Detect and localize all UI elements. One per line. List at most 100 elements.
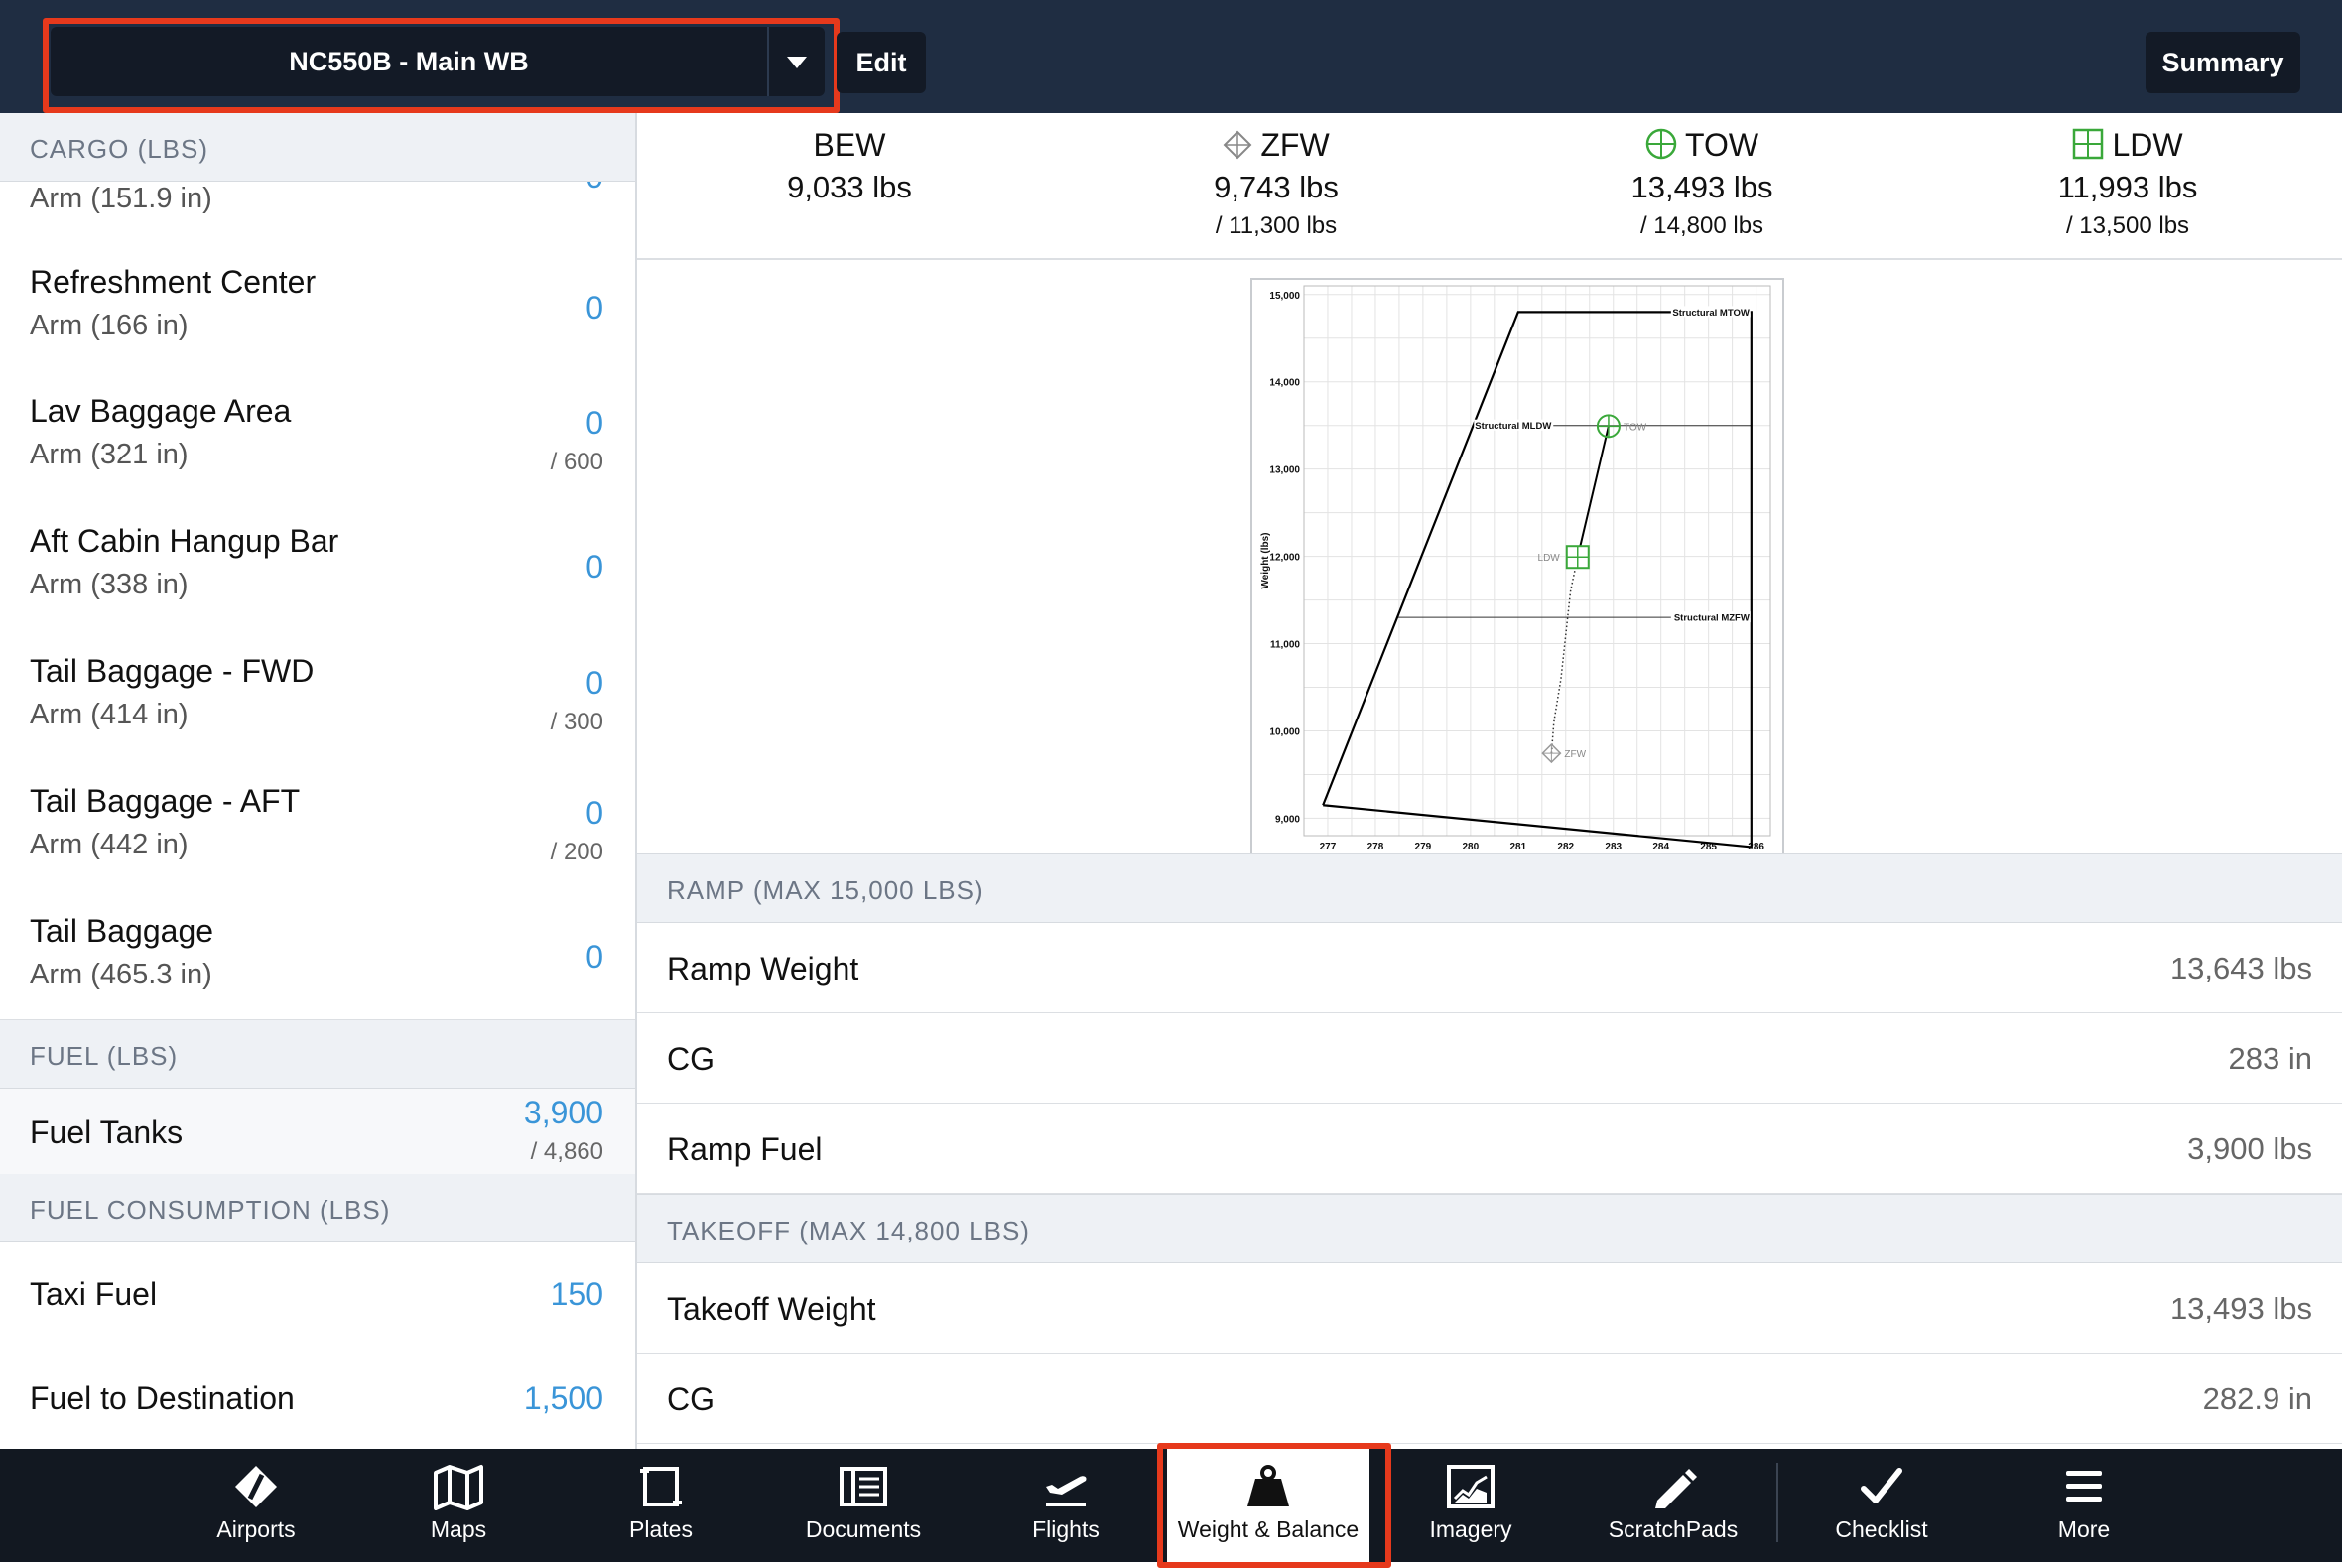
tab-plates[interactable]: Plates xyxy=(593,1449,728,1562)
cargo-arm: Arm (166 in) xyxy=(30,310,189,341)
cargo-row[interactable]: Tail Baggage - AFT Arm (442 in) 0 / 200 xyxy=(0,759,635,890)
plot-border xyxy=(1303,285,1771,837)
cargo-name: Refreshment Center xyxy=(30,264,317,300)
tab-more[interactable]: More xyxy=(2017,1449,2151,1562)
cargo-arm: Arm (321 in) xyxy=(30,439,189,470)
stat-label: LDW xyxy=(2112,127,2183,163)
tab-label: Checklist xyxy=(1835,1516,1928,1542)
limit-label-bg xyxy=(1670,306,1751,318)
fuel-consumption-row[interactable]: Fuel to Destination 1,500 xyxy=(0,1345,635,1449)
tab-label: Documents xyxy=(805,1516,922,1542)
cargo-max: / 300 xyxy=(550,709,603,735)
tab-maps[interactable]: Maps xyxy=(391,1449,526,1562)
plates-icon xyxy=(640,1467,682,1506)
tab-weight-balance[interactable]: Weight & Balance xyxy=(1167,1449,1369,1562)
tab-label: Weight & Balance xyxy=(1177,1516,1360,1542)
ramp-row-value: 13,643 lbs xyxy=(2169,951,2312,985)
cargo-value[interactable]: 0 xyxy=(586,290,603,326)
fuel-tanks-value[interactable]: 3,900 xyxy=(523,1095,603,1130)
documents-icon xyxy=(840,1467,887,1506)
section-header-label: FUEL (LBS) xyxy=(30,1041,179,1071)
tab-label: ScratchPads xyxy=(1608,1516,1739,1542)
tab-airports[interactable]: Airports xyxy=(189,1449,324,1562)
top-bar: NC550B - Main WB Edit Summary xyxy=(0,0,2342,113)
cargo-value[interactable]: 0 xyxy=(586,939,603,975)
x-tick-label: 280 xyxy=(1463,842,1480,852)
tab-checklist[interactable]: Checklist xyxy=(1814,1449,1949,1562)
ldw-point-label: LDW xyxy=(1538,553,1561,564)
y-tick-label: 14,000 xyxy=(1269,378,1300,389)
takeoff-row-name: Takeoff Weight xyxy=(667,1291,876,1327)
stat-weight: 13,493 lbs xyxy=(1630,170,1773,204)
cargo-max: / 200 xyxy=(550,839,603,865)
weight-icon xyxy=(1247,1465,1289,1506)
y-tick-label: 15,000 xyxy=(1269,291,1300,302)
cg-envelope-area: 277 278 279 280 281 282 283 284 285 286 9,000 10,00… xyxy=(637,260,2342,855)
pencil-icon xyxy=(1655,1469,1697,1508)
x-tick-label: 283 xyxy=(1605,842,1622,852)
section-header-cargo: CARGO (LBS) xyxy=(0,113,635,182)
stat-zfw: ZFW 9,743 lbs / 11,300 lbs xyxy=(1127,123,1425,244)
dropdown-divider xyxy=(767,27,769,96)
menu-icon xyxy=(2066,1471,2102,1502)
tab-label: Airports xyxy=(216,1516,296,1542)
tab-imagery[interactable]: Imagery xyxy=(1403,1449,1538,1562)
ramp-row: CG 283 in xyxy=(637,1013,2342,1104)
ramp-row: Ramp Fuel 3,900 lbs xyxy=(637,1104,2342,1194)
x-tick-label: 281 xyxy=(1509,842,1526,852)
x-tick-label: 282 xyxy=(1557,842,1574,852)
ramp-row-value: 283 in xyxy=(2228,1041,2312,1076)
cargo-value[interactable]: 0 xyxy=(586,795,603,831)
tab-scratchpads[interactable]: ScratchPads xyxy=(1594,1449,1753,1562)
cargo-row[interactable]: Tail Baggage Arm (465.3 in) 0 xyxy=(0,889,635,1020)
cargo-arm: Arm (414 in) xyxy=(30,699,189,730)
summary-button[interactable]: Summary xyxy=(2146,32,2300,93)
tab-flights[interactable]: Flights xyxy=(998,1449,1133,1562)
cargo-value[interactable]: 0 xyxy=(586,549,603,585)
ramp-row-name: Ramp Weight xyxy=(667,951,859,986)
cg-envelope-chart: 277 278 279 280 281 282 283 284 285 286 9,000 10,00… xyxy=(1260,285,1771,852)
tab-divider xyxy=(1776,1463,1778,1542)
profile-name: NC550B - Main WB xyxy=(289,47,529,76)
stat-limit: / 14,800 lbs xyxy=(1639,212,1764,239)
cargo-row[interactable]: Refreshment Center Arm (166 in) 0 xyxy=(0,240,635,370)
fuel-tanks-max: / 4,860 xyxy=(530,1138,603,1165)
checkmark-icon xyxy=(1861,1468,1902,1503)
fuel-tanks-row[interactable]: Fuel Tanks 3,900 / 4,860 xyxy=(0,1089,635,1175)
x-tick-label: 286 xyxy=(1748,842,1764,852)
tab-documents[interactable]: Documents xyxy=(796,1449,931,1562)
chevron-down-icon[interactable] xyxy=(769,27,825,96)
cargo-name: Lav Baggage Area xyxy=(30,393,292,429)
takeoff-row: CG 282.9 in xyxy=(637,1354,2342,1444)
takeoff-row: Takeoff Weight 13,493 lbs xyxy=(637,1263,2342,1354)
edit-button[interactable]: Edit xyxy=(837,32,926,93)
section-header-fuel: FUEL (LBS) xyxy=(0,1020,635,1089)
limit-label-bg xyxy=(1474,419,1554,431)
y-tick-label: 11,000 xyxy=(1270,640,1300,651)
fuel-tanks-name: Fuel Tanks xyxy=(30,1114,184,1150)
fuel-consumption-row[interactable]: Taxi Fuel 150 xyxy=(0,1242,635,1346)
limit-label-bg xyxy=(1670,611,1751,623)
y-tick-label: 12,000 xyxy=(1269,553,1300,564)
section-header-label: CARGO (LBS) xyxy=(30,134,209,164)
cargo-row[interactable]: Lav Baggage Area Arm (321 in) 0 / 600 xyxy=(0,369,635,500)
stat-limit: / 13,500 lbs xyxy=(2065,212,2190,239)
tab-label: Plates xyxy=(629,1516,693,1542)
cargo-arm: Arm (442 in) xyxy=(30,829,189,860)
cargo-name: Tail Baggage - AFT xyxy=(30,783,301,819)
cargo-value[interactable]: 0 xyxy=(586,405,603,441)
flights-icon xyxy=(1046,1476,1087,1506)
cargo-arm: Arm (465.3 in) xyxy=(30,959,212,990)
fuel-consumption-value[interactable]: 150 xyxy=(550,1276,603,1312)
cargo-name: Tail Baggage - FWD xyxy=(30,653,315,689)
cargo-row[interactable]: Tail Baggage - FWD Arm (414 in) 0 / 300 xyxy=(0,629,635,760)
y-axis-label: Weight (lbs) xyxy=(1260,532,1271,588)
cargo-value[interactable]: 0 xyxy=(586,665,603,701)
tab-label: Imagery xyxy=(1429,1516,1512,1542)
loading-list-panel[interactable]: 0 Arm (151.9 in) CARGO (LBS) Refreshment… xyxy=(0,113,637,1449)
y-tick-label: 9,000 xyxy=(1275,814,1300,825)
cargo-row[interactable]: Aft Cabin Hangup Bar Arm (338 in) 0 xyxy=(0,499,635,630)
profile-dropdown[interactable]: NC550B - Main WB xyxy=(51,27,825,96)
fuel-consumption-value[interactable]: 1,500 xyxy=(523,1380,603,1416)
section-header-fuel-consumption: FUEL CONSUMPTION (LBS) xyxy=(0,1174,635,1242)
